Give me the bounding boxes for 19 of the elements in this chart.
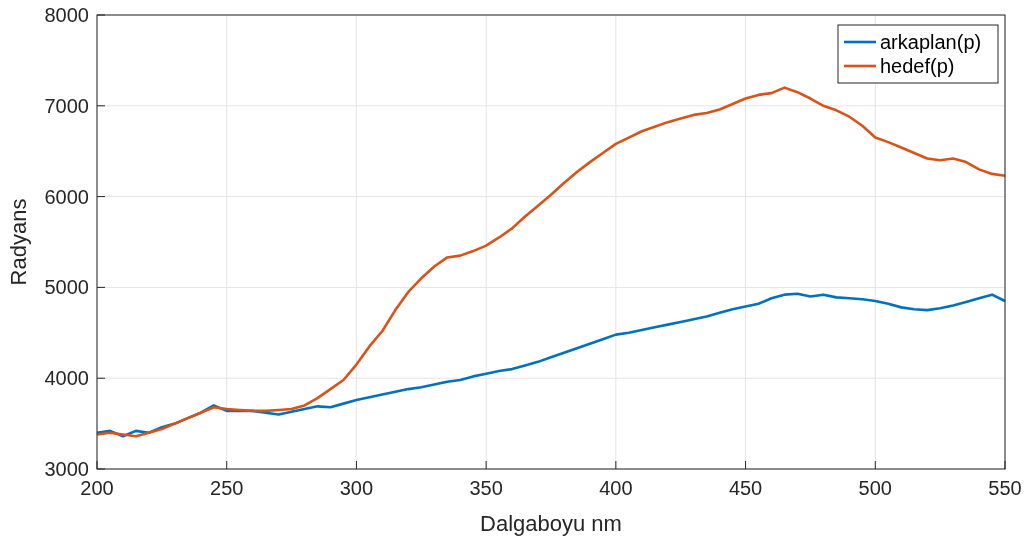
y-tick-label: 3000 bbox=[44, 458, 89, 480]
y-axis-title: Radyans bbox=[6, 198, 31, 286]
line-series bbox=[95, 86, 1007, 438]
y-tick-label: 7000 bbox=[44, 94, 89, 117]
x-axis-title: Dalgaboyu nm bbox=[480, 511, 622, 536]
x-tick-label: 500 bbox=[858, 477, 892, 499]
x-tick-label: 550 bbox=[988, 477, 1022, 499]
x-tick-label: 250 bbox=[210, 477, 244, 499]
y-tick-label: 5000 bbox=[44, 276, 89, 299]
x-tick-label: 300 bbox=[339, 477, 374, 499]
x-tick-label: 450 bbox=[728, 477, 763, 499]
legend-label: arkaplan(p) bbox=[880, 31, 982, 53]
legend-label: hedef(p) bbox=[880, 55, 955, 77]
x-tick-label: 350 bbox=[469, 477, 503, 499]
x-tick-label: 200 bbox=[80, 477, 114, 499]
y-tick-label: 8000 bbox=[44, 4, 89, 26]
y-tick-label: 6000 bbox=[44, 185, 89, 208]
y-tick-label: 4000 bbox=[44, 367, 89, 390]
x-tick-label: 400 bbox=[599, 477, 633, 499]
